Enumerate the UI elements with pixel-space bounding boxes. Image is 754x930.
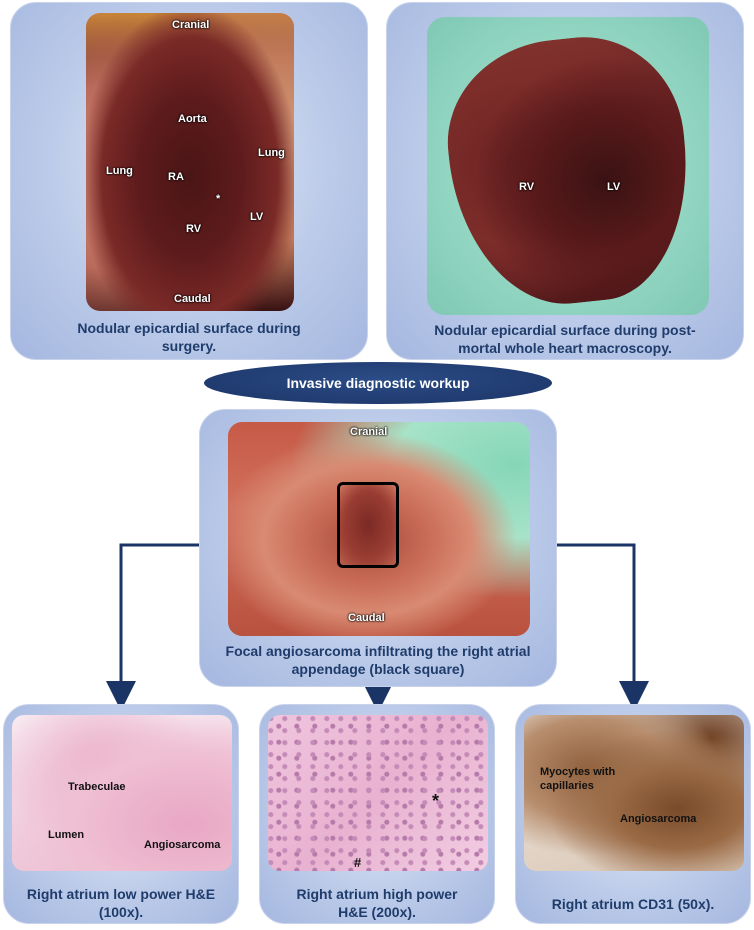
label-lv-postmortem: LV [607,181,621,193]
panel-cd31: Myocytes with capillaries Angiosarcoma R… [515,704,751,924]
panel-surgery: Cranial Aorta Lung Lung RA * RV LV Cauda… [10,2,368,360]
label-asterisk: * [216,193,221,205]
angiosarcoma-box [337,482,399,568]
heart-specimen [437,27,701,315]
label-myocytes: Myocytes with capillaries [540,766,616,792]
label-asterisk-he: * [432,791,440,811]
arrow-to-cd31 [556,543,649,711]
workup-title: Invasive diagnostic workup [204,362,552,404]
label-cranial: Cranial [172,19,210,31]
appendage-photo: Cranial Caudal [228,422,530,636]
label-lung-right: Lung [258,147,285,159]
label-angiosarcoma-he: Angiosarcoma [144,839,221,851]
caption-surgery: Nodular epicardial surface during surger… [77,320,301,354]
label-ra: RA [168,171,184,183]
label-rv-postmortem: RV [519,181,535,193]
label-cranial-appendage: Cranial [350,426,388,438]
surgery-photo: Cranial Aorta Lung Lung RA * RV LV Cauda… [86,13,294,311]
low-power-photo: Trabeculae Lumen Angiosarcoma [12,715,232,871]
caption-low-power: Right atrium low power H&E (100x). [26,886,216,920]
label-trabeculae: Trabeculae [68,781,126,793]
label-hash-he: # [354,855,362,870]
panel-low-power: Trabeculae Lumen Angiosarcoma Right atri… [3,704,239,924]
label-aorta: Aorta [178,113,207,125]
cd31-photo: Myocytes with capillaries Angiosarcoma [524,715,744,871]
label-lung-left: Lung [106,165,133,177]
label-caudal-appendage: Caudal [348,612,385,624]
label-caudal: Caudal [174,293,211,305]
label-lv: LV [250,211,264,223]
label-rv: RV [186,223,202,235]
panel-high-power: * # Right atrium high power H&E (200x). [259,704,495,924]
panel-appendage: Cranial Caudal Focal angiosarcoma infilt… [199,409,557,687]
caption-high-power: Right atrium high power H&E (200x). [296,886,458,920]
postmortem-photo: RV LV [427,17,709,315]
caption-postmortem: Nodular epicardial surface during post-m… [434,322,696,356]
label-lumen: Lumen [48,829,85,841]
high-power-photo: * # [268,715,488,871]
panel-postmortem: RV LV Nodular epicardial surface during … [386,2,744,360]
caption-appendage: Focal angiosarcoma infiltrating the righ… [225,643,531,677]
caption-cd31: Right atrium CD31 (50x). [551,896,715,912]
label-angiosarcoma-cd31: Angiosarcoma [620,813,697,825]
arrow-to-low-power [106,543,200,711]
